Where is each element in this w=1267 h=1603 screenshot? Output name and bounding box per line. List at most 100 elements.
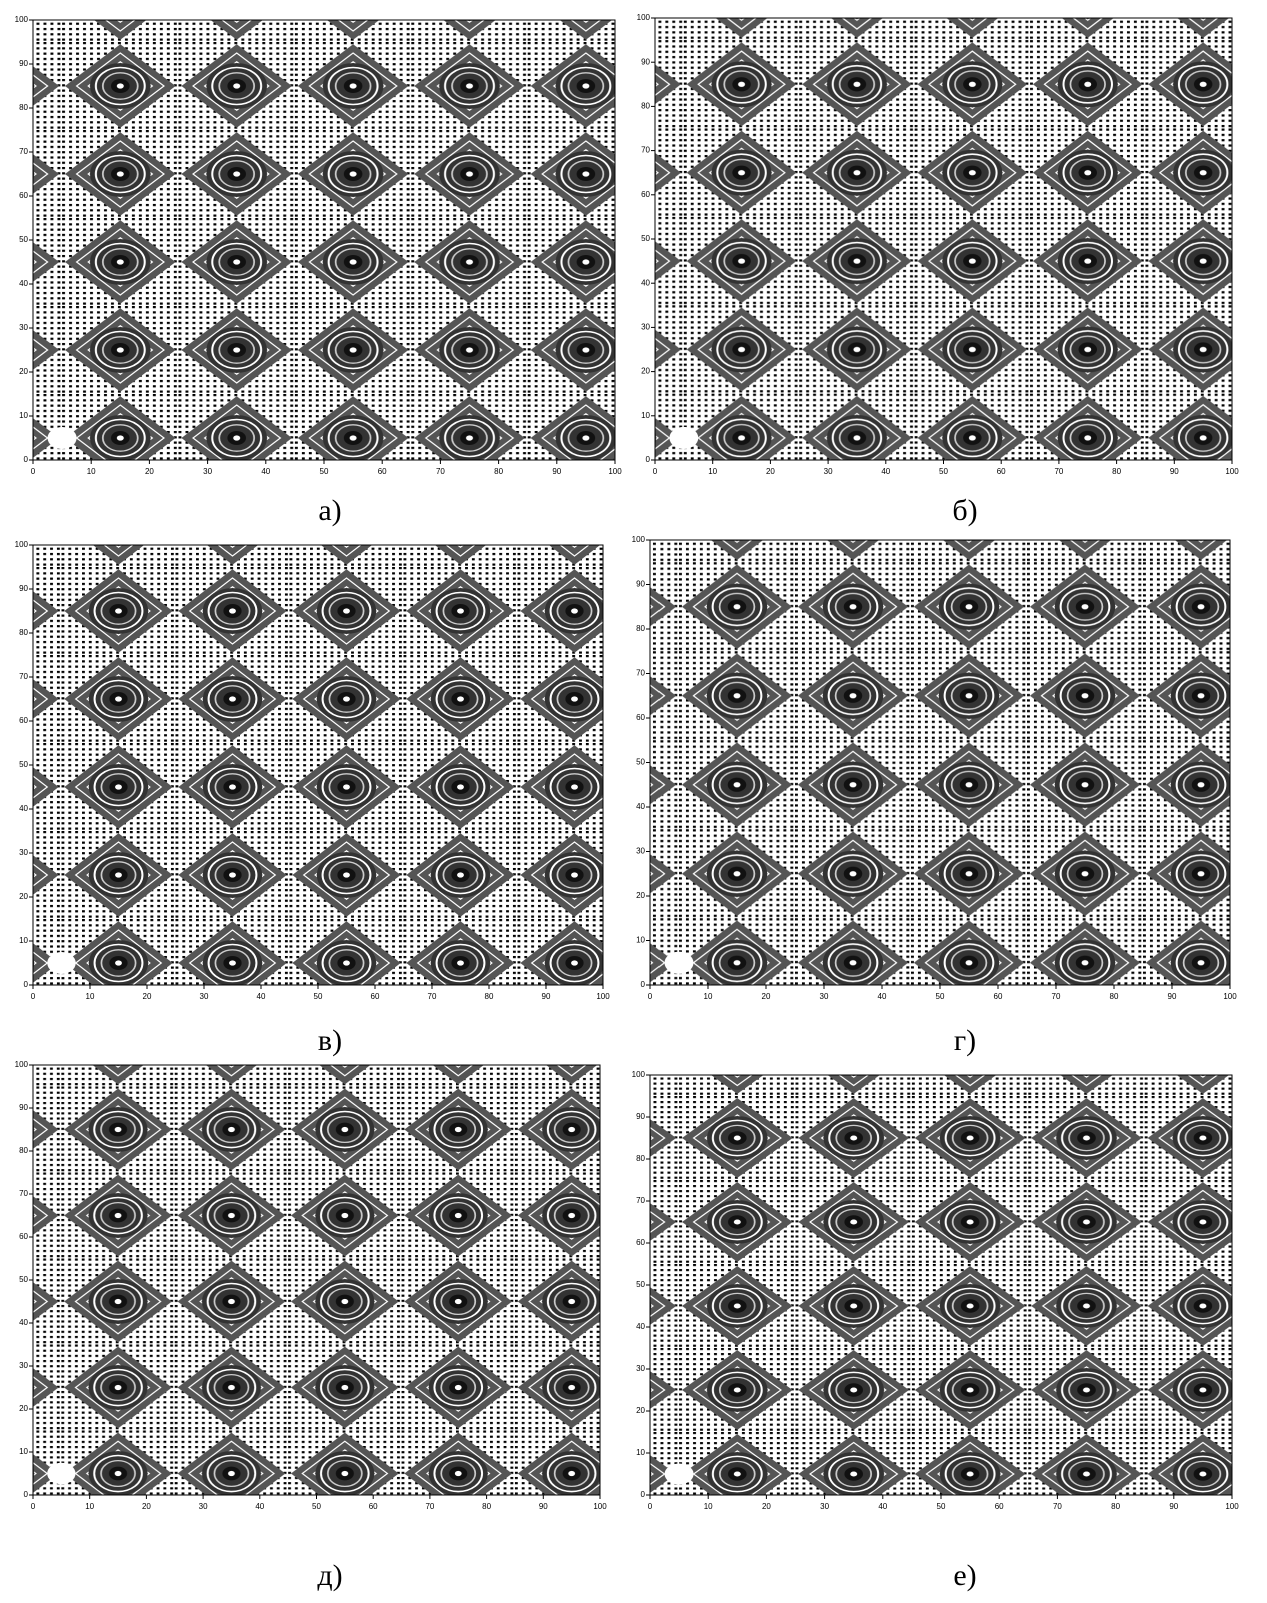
y-tick-label: 30 [19, 848, 28, 857]
x-tick-label: 30 [820, 992, 829, 1001]
panel-label: г) [954, 1024, 976, 1057]
y-tick-label: 70 [19, 1189, 28, 1198]
x-tick-label: 80 [482, 1502, 491, 1511]
x-tick-label: 30 [820, 1502, 829, 1511]
y-tick-label: 10 [19, 1447, 28, 1456]
y-tick-label: 20 [641, 367, 650, 376]
x-tick-label: 0 [653, 467, 658, 476]
y-tick-label: 0 [646, 455, 651, 464]
x-tick-label: 80 [1110, 992, 1119, 1001]
y-tick-label: 0 [24, 1490, 29, 1499]
x-tick-label: 60 [995, 1502, 1004, 1511]
x-tick-label: 0 [31, 1502, 36, 1511]
y-tick-label: 80 [636, 624, 645, 633]
x-tick-label: 80 [485, 992, 494, 1001]
y-tick-label: 80 [19, 628, 28, 637]
x-tick-label: 40 [261, 467, 270, 476]
y-tick-label: 90 [636, 1112, 645, 1121]
x-tick-label: 100 [1225, 467, 1239, 476]
x-tick-label: 100 [593, 1502, 607, 1511]
pattern-plot [655, 18, 1232, 460]
pattern-plot [33, 545, 603, 985]
x-tick-label: 50 [320, 467, 329, 476]
x-tick-label: 0 [648, 1502, 653, 1511]
y-tick-label: 20 [19, 892, 28, 901]
y-tick-label: 100 [632, 1070, 646, 1079]
y-tick-label: 30 [636, 847, 645, 856]
panel-label: а) [318, 494, 341, 527]
y-tick-label: 60 [19, 191, 28, 200]
y-tick-label: 0 [641, 980, 646, 989]
panel-label: б) [952, 494, 977, 527]
x-tick-label: 50 [314, 992, 323, 1001]
x-tick-label: 100 [596, 992, 610, 1001]
x-tick-label: 10 [704, 1502, 713, 1511]
x-tick-label: 0 [31, 467, 36, 476]
y-tick-label: 50 [636, 758, 645, 767]
x-tick-label: 50 [937, 1502, 946, 1511]
y-tick-label: 60 [19, 1232, 28, 1241]
y-tick-label: 40 [19, 1318, 28, 1327]
pattern-plot [33, 1065, 600, 1495]
y-tick-label: 80 [636, 1154, 645, 1163]
y-tick-label: 20 [19, 367, 28, 376]
x-tick-label: 20 [762, 1502, 771, 1511]
beam-marker [665, 1464, 694, 1485]
y-tick-label: 30 [19, 1361, 28, 1370]
y-tick-label: 100 [15, 15, 29, 24]
x-tick-label: 40 [881, 467, 890, 476]
y-tick-label: 40 [19, 279, 28, 288]
y-tick-label: 50 [636, 1280, 645, 1289]
x-tick-label: 60 [369, 1502, 378, 1511]
x-tick-label: 60 [997, 467, 1006, 476]
x-tick-label: 20 [142, 1502, 151, 1511]
field-map [650, 540, 1230, 985]
y-tick-label: 0 [24, 980, 29, 989]
y-tick-label: 20 [19, 1404, 28, 1413]
y-tick-label: 60 [641, 190, 650, 199]
pattern-plot [650, 540, 1230, 985]
y-tick-label: 10 [19, 411, 28, 420]
field-map [33, 545, 603, 985]
panel-label: е) [953, 1559, 976, 1592]
x-tick-label: 20 [762, 992, 771, 1001]
x-tick-label: 20 [766, 467, 775, 476]
beam-marker [47, 1463, 75, 1485]
y-tick-label: 80 [19, 1146, 28, 1155]
y-tick-label: 60 [636, 1238, 645, 1247]
x-tick-label: 80 [1111, 1502, 1120, 1511]
x-tick-label: 90 [542, 992, 551, 1001]
x-tick-label: 10 [86, 992, 95, 1001]
y-tick-label: 0 [641, 1490, 646, 1499]
x-tick-label: 90 [1170, 467, 1179, 476]
y-tick-label: 60 [636, 713, 645, 722]
x-tick-label: 50 [936, 992, 945, 1001]
x-tick-label: 70 [1054, 467, 1063, 476]
figure: 0102030405060708090100010203040506070809… [0, 0, 1267, 1603]
x-tick-label: 70 [425, 1502, 434, 1511]
y-tick-label: 100 [632, 535, 646, 544]
y-tick-label: 20 [636, 891, 645, 900]
y-tick-label: 90 [19, 1103, 28, 1112]
x-tick-label: 100 [1223, 992, 1237, 1001]
x-tick-label: 30 [824, 467, 833, 476]
x-tick-label: 10 [708, 467, 717, 476]
x-tick-label: 70 [428, 992, 437, 1001]
x-tick-label: 100 [608, 467, 622, 476]
x-tick-label: 10 [85, 1502, 94, 1511]
y-tick-label: 0 [24, 455, 29, 464]
y-tick-label: 30 [641, 323, 650, 332]
x-tick-label: 30 [200, 992, 209, 1001]
y-tick-label: 90 [641, 57, 650, 66]
y-tick-label: 50 [641, 234, 650, 243]
beam-marker [48, 427, 77, 449]
x-tick-label: 10 [704, 992, 713, 1001]
x-tick-label: 40 [255, 1502, 264, 1511]
y-tick-label: 20 [636, 1406, 645, 1415]
y-tick-label: 10 [641, 411, 650, 420]
x-tick-label: 90 [552, 467, 561, 476]
x-tick-label: 50 [312, 1502, 321, 1511]
y-tick-label: 70 [19, 672, 28, 681]
